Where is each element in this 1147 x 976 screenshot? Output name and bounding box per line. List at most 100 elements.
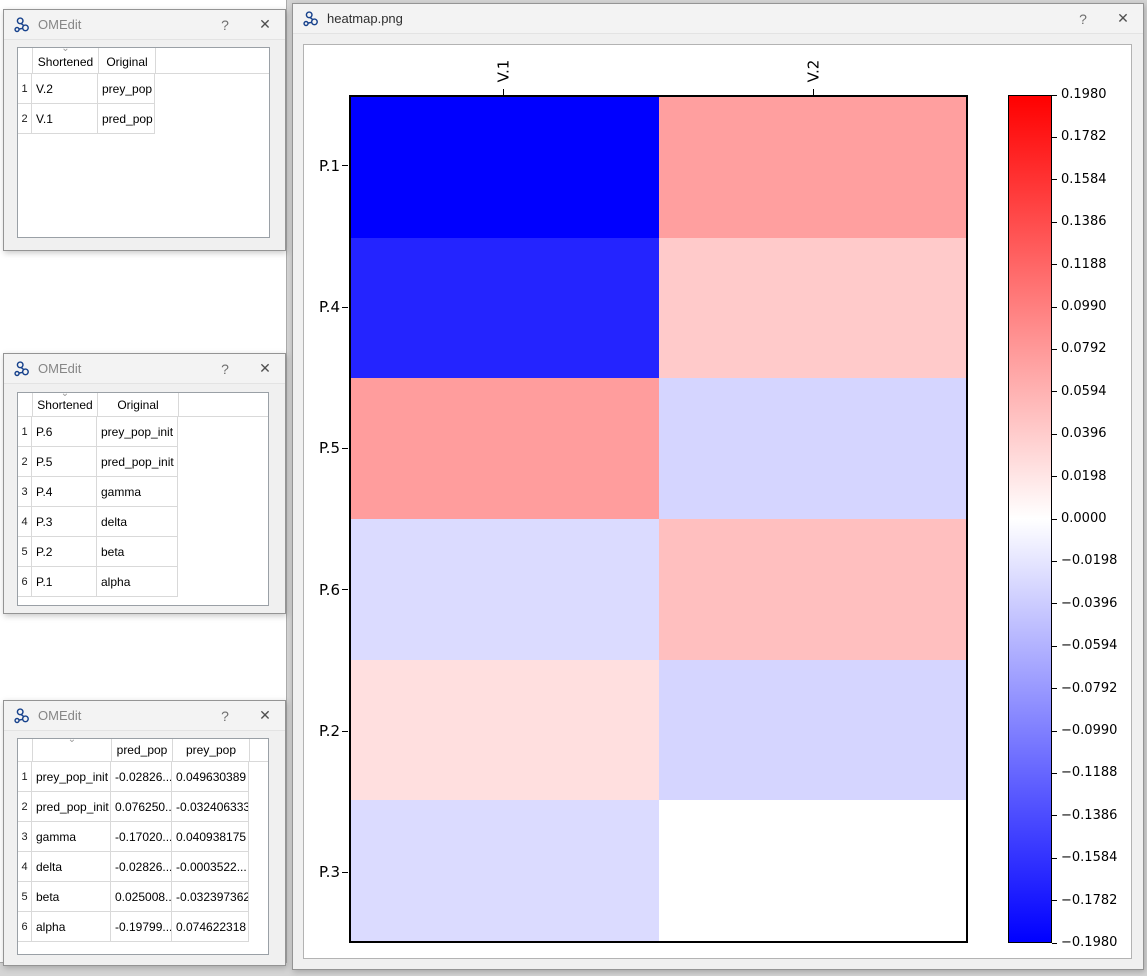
table-row[interactable]: 4 delta -0.02826... -0.0003522... <box>18 852 268 882</box>
row-number[interactable]: 1 <box>18 417 32 447</box>
column-header-pred-pop[interactable]: pred_pop <box>112 739 173 761</box>
help-button[interactable]: ? <box>1079 10 1087 27</box>
cell-shortened[interactable]: P.5 <box>32 447 97 477</box>
cell-original[interactable]: alpha <box>97 567 178 597</box>
row-number[interactable]: 3 <box>18 822 32 852</box>
colorbar-tick-label-0.0396: 0.0396 <box>1061 426 1107 442</box>
cell-prey-pop[interactable]: -0.032397362 <box>172 882 249 912</box>
window-title: OMEdit <box>38 17 82 32</box>
cell-prey-pop[interactable]: 0.049630389 <box>172 762 249 792</box>
help-button[interactable]: ? <box>221 16 229 33</box>
close-button[interactable]: ✕ <box>259 360 271 376</box>
help-button[interactable]: ? <box>221 707 229 724</box>
table-row[interactable]: 4 P.3 delta <box>18 507 268 537</box>
titlebar[interactable]: heatmap.png ? ✕ <box>293 4 1143 34</box>
close-button[interactable]: ✕ <box>259 707 271 723</box>
table-row[interactable]: 1 prey_pop_init -0.02826... 0.049630389 <box>18 762 268 792</box>
column-header-original[interactable]: Original <box>98 393 179 416</box>
column-header-label: prey_pop <box>185 743 237 757</box>
omedit-logo-icon <box>303 10 318 26</box>
column-header-original[interactable]: Original <box>99 48 156 73</box>
colorbar-tick-label-0.1782: 0.1782 <box>1061 129 1107 145</box>
table-row[interactable]: 5 beta 0.025008... -0.032397362 <box>18 882 268 912</box>
cell-prey-pop[interactable]: 0.074622318 <box>172 912 249 942</box>
row-number[interactable]: 2 <box>18 792 32 822</box>
cell-original[interactable]: pred_pop_init <box>97 447 178 477</box>
cell-shortened[interactable]: P.4 <box>32 477 97 507</box>
table-row[interactable]: 6 P.1 alpha <box>18 567 268 597</box>
heatmap-plot <box>349 95 968 943</box>
row-number[interactable]: 6 <box>18 912 32 942</box>
close-button[interactable]: ✕ <box>1117 10 1129 26</box>
table-header: ⌄ Shortened Original <box>18 48 269 74</box>
colorbar-tick-−0.0792 <box>1052 688 1057 690</box>
row-number[interactable]: 5 <box>18 882 32 912</box>
cell-name[interactable]: delta <box>32 852 111 882</box>
cell-original[interactable]: delta <box>97 507 178 537</box>
cell-original[interactable]: prey_pop_init <box>97 417 178 447</box>
omedit-logo-icon <box>14 707 29 723</box>
cell-name[interactable]: prey_pop_init <box>32 762 111 792</box>
heatmap-cell-P.6-V.1 <box>351 519 659 660</box>
table-row[interactable]: 2 V.1 pred_pop <box>18 104 269 134</box>
table-row[interactable]: 2 P.5 pred_pop_init <box>18 447 268 477</box>
cell-original[interactable]: beta <box>97 537 178 567</box>
cell-pred-pop[interactable]: -0.19799... <box>111 912 172 942</box>
column-header-shortened[interactable]: ⌄ Shortened <box>33 393 98 416</box>
row-number[interactable]: 5 <box>18 537 32 567</box>
cell-shortened[interactable]: V.2 <box>32 74 98 104</box>
titlebar[interactable]: OMEdit ? ✕ <box>4 354 285 384</box>
row-label-P.3: P.3 <box>318 863 340 882</box>
row-number[interactable]: 1 <box>18 74 32 104</box>
row-number[interactable]: 2 <box>18 104 32 134</box>
cell-name[interactable]: beta <box>32 882 111 912</box>
colorbar-tick-0.1188 <box>1052 264 1057 266</box>
colorbar-tick-label-0.1188: 0.1188 <box>1061 256 1107 272</box>
mapping-table-variables: ⌄ Shortened Original 1 V.2 prey_pop 2 V.1… <box>17 47 270 238</box>
titlebar[interactable]: OMEdit ? ✕ <box>4 10 285 40</box>
column-header-shortened[interactable]: ⌄ Shortened <box>33 48 99 73</box>
cell-pred-pop[interactable]: 0.076250... <box>111 792 172 822</box>
cell-shortened[interactable]: P.2 <box>32 537 97 567</box>
cell-pred-pop[interactable]: -0.02826... <box>111 762 172 792</box>
heatmap-cell-P.4-V.1 <box>351 237 659 379</box>
cell-original[interactable]: pred_pop <box>98 104 155 134</box>
colorbar-tick-−0.1386 <box>1052 815 1057 817</box>
cell-pred-pop[interactable]: -0.17020... <box>111 822 172 852</box>
cell-name[interactable]: pred_pop_init <box>32 792 111 822</box>
cell-original[interactable]: prey_pop <box>98 74 155 104</box>
row-number[interactable]: 3 <box>18 477 32 507</box>
row-number[interactable]: 4 <box>18 852 32 882</box>
table-row[interactable]: 3 P.4 gamma <box>18 477 268 507</box>
cell-shortened[interactable]: V.1 <box>32 104 98 134</box>
cell-pred-pop[interactable]: -0.02826... <box>111 852 172 882</box>
table-row[interactable]: 2 pred_pop_init 0.076250... -0.032406333 <box>18 792 268 822</box>
table-row[interactable]: 1 V.2 prey_pop <box>18 74 269 104</box>
colorbar-tick-0.0198 <box>1052 476 1057 478</box>
row-number[interactable]: 4 <box>18 507 32 537</box>
table-row[interactable]: 3 gamma -0.17020... 0.040938175 <box>18 822 268 852</box>
cell-original[interactable]: gamma <box>97 477 178 507</box>
cell-prey-pop[interactable]: -0.0003522... <box>172 852 249 882</box>
heatmap-cell-P.1-V.2 <box>658 97 966 238</box>
table-row[interactable]: 6 alpha -0.19799... 0.074622318 <box>18 912 268 942</box>
column-header-name[interactable]: ⌄ <box>33 739 112 761</box>
row-number[interactable]: 6 <box>18 567 32 597</box>
titlebar[interactable]: OMEdit ? ✕ <box>4 701 285 731</box>
cell-shortened[interactable]: P.3 <box>32 507 97 537</box>
cell-shortened[interactable]: P.1 <box>32 567 97 597</box>
cell-prey-pop[interactable]: -0.032406333 <box>172 792 249 822</box>
cell-shortened[interactable]: P.6 <box>32 417 97 447</box>
help-button[interactable]: ? <box>221 360 229 377</box>
cell-name[interactable]: gamma <box>32 822 111 852</box>
row-number[interactable]: 1 <box>18 762 32 792</box>
table-row[interactable]: 5 P.2 beta <box>18 537 268 567</box>
cell-name[interactable]: alpha <box>32 912 111 942</box>
sort-indicator-icon: ⌄ <box>61 47 70 54</box>
close-button[interactable]: ✕ <box>259 16 271 32</box>
cell-pred-pop[interactable]: 0.025008... <box>111 882 172 912</box>
cell-prey-pop[interactable]: 0.040938175 <box>172 822 249 852</box>
row-number[interactable]: 2 <box>18 447 32 477</box>
table-row[interactable]: 1 P.6 prey_pop_init <box>18 417 268 447</box>
column-header-prey-pop[interactable]: prey_pop <box>173 739 250 761</box>
